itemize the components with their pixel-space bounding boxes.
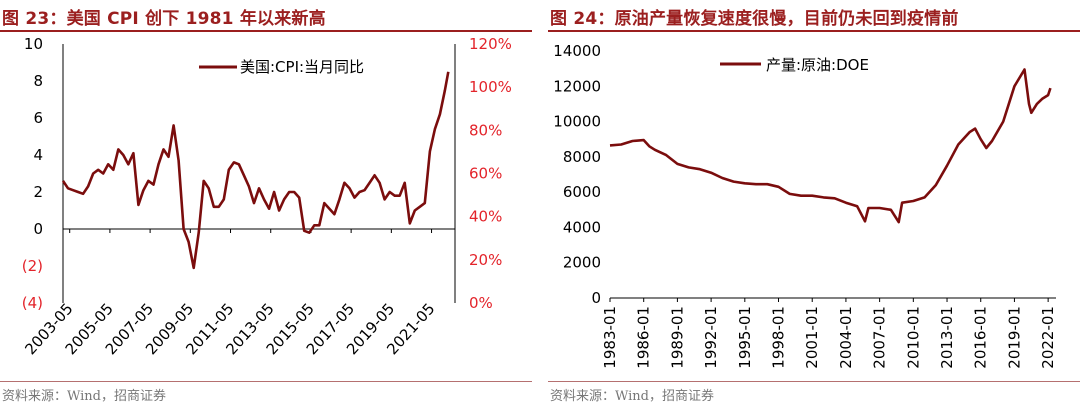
y2-tick-label: 120%	[469, 35, 512, 53]
y2-tick-label: 40%	[469, 208, 502, 226]
x-tick-label: 2016-01	[972, 306, 990, 369]
y-tick-label: 10	[24, 35, 43, 53]
y-tick-label: 6000	[563, 183, 601, 201]
x-tick-label: 2019-01	[1005, 306, 1023, 369]
x-tick-label: 2007-01	[871, 306, 889, 369]
y-tick-label: 2	[33, 183, 43, 201]
y-tick-label: 6	[33, 109, 43, 127]
y2-tick-label: 0%	[469, 294, 493, 312]
y-tick-label: 0	[33, 220, 43, 238]
oil-production-chart-panel: 图 24：原油产量恢复速度很慢，目前仍未回到疫情前 0 2000 4000 6000 8…	[548, 0, 1080, 406]
y-tick-label: 0	[591, 289, 601, 307]
y-tick-label: 2000	[563, 254, 601, 272]
oil-production-line-chart: 0 2000 4000 6000 8000 10000 12000 14000 1983-01 1…	[553, 42, 1057, 369]
source-rule	[0, 381, 532, 382]
x-tick-label: 1992-01	[702, 306, 720, 369]
source-note: 资料来源：Wind，招商证券	[2, 389, 166, 404]
y-tick-label: 4000	[563, 218, 601, 236]
y2-tick-label: 100%	[469, 78, 512, 96]
legend-entry: 产量:原油:DOE	[766, 56, 869, 74]
series-line-oil-production	[609, 68, 1052, 224]
x-tick-label: 2022-01	[1039, 306, 1057, 369]
y-tick-label: 12000	[553, 77, 601, 95]
y-tick-label: 8	[33, 72, 43, 90]
y-tick-label: (4)	[22, 294, 43, 312]
source-note: 资料来源：Wind，招商证券	[550, 389, 714, 404]
y-tick-label: 14000	[553, 42, 601, 60]
x-tick-label: 1998-01	[770, 306, 788, 369]
y2-tick-label: 60%	[469, 165, 502, 183]
y-tick-label: 8000	[563, 148, 601, 166]
figure-title: 图 24：原油产量恢复速度很慢，目前仍未回到疫情前	[550, 9, 959, 29]
y-tick-label: 10000	[553, 113, 601, 131]
x-tick-label: 1986-01	[635, 306, 653, 369]
x-tick-label: 1989-01	[668, 306, 686, 369]
title-rule	[548, 30, 1080, 32]
x-tick-label: 1995-01	[736, 306, 754, 369]
y2-tick-label: 20%	[469, 251, 502, 269]
x-tick-label: 1983-01	[601, 306, 619, 369]
y-tick-label: 4	[33, 146, 43, 164]
x-tick-label: 2013-01	[938, 306, 956, 369]
figure-title: 图 23：美国 CPI 创下 1981 年以来新高	[2, 9, 326, 29]
source-rule	[548, 381, 1080, 382]
series-line-cpi	[61, 71, 450, 270]
cpi-chart-panel: 图 23：美国 CPI 创下 1981 年以来新高 (4) (2) 0 2 4 6 8 10 0…	[0, 0, 532, 406]
x-tick-label: 2001-01	[803, 306, 821, 369]
cpi-line-chart: (4)(2)02468100%20%40%60%80%100%120%2003-…	[21, 35, 512, 358]
legend-entry: 美国:CPI:当月同比	[240, 58, 364, 76]
title-rule	[0, 30, 532, 32]
y-tick-label: (2)	[22, 257, 43, 275]
y2-tick-label: 80%	[469, 121, 502, 139]
x-tick-label: 2010-01	[904, 306, 922, 369]
x-tick-label: 2004-01	[837, 306, 855, 369]
